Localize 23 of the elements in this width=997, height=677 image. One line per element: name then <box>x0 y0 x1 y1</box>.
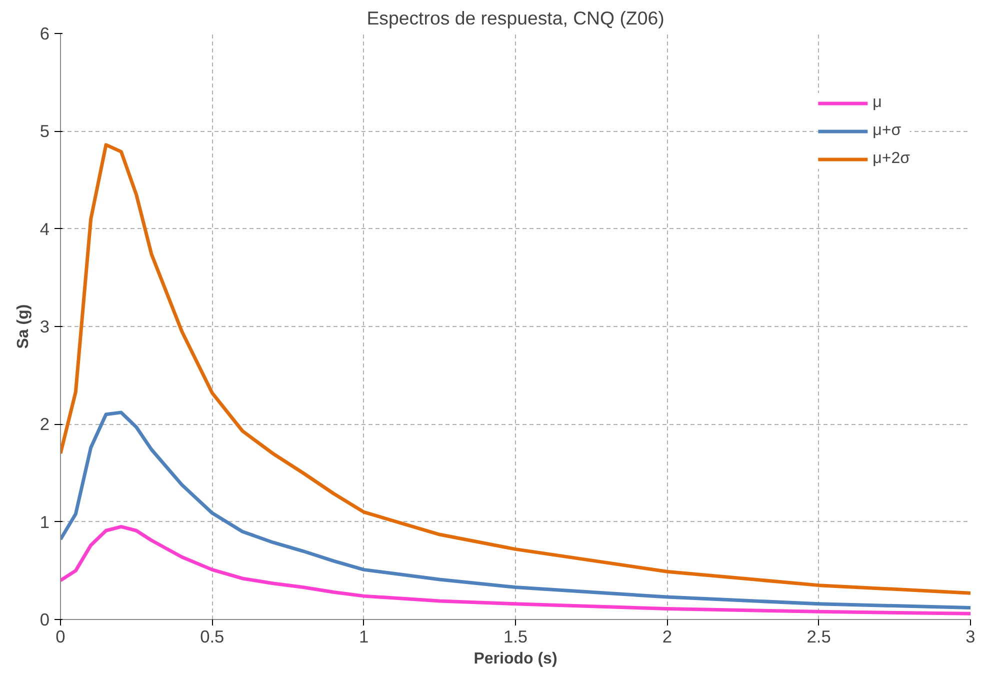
x-tick-label: 0 <box>56 626 66 646</box>
legend-label: μ+σ <box>872 122 902 140</box>
y-tick-label: 0 <box>40 610 50 630</box>
legend-label: μ+2σ <box>872 150 910 168</box>
chart-title: Espectros de respuesta, CNQ (Z06) <box>366 8 664 28</box>
y-tick-label: 2 <box>40 414 50 434</box>
y-axis-title: Sa (g) <box>14 304 32 349</box>
y-tick-label: 3 <box>40 316 50 336</box>
line-series <box>60 143 970 595</box>
y-tick-label: 6 <box>40 24 50 44</box>
x-tick-label: 3 <box>966 626 976 646</box>
x-tick-label: 2.5 <box>806 626 831 646</box>
x-tick-label: 2 <box>662 626 672 646</box>
x-tick-label: 1 <box>359 626 369 646</box>
legend-label: μ <box>872 94 883 112</box>
y-tick-label: 4 <box>40 218 50 239</box>
x-tick-label: 0.5 <box>200 626 224 646</box>
x-axis-title: Periodo (s) <box>474 650 558 668</box>
x-tick-label: 1.5 <box>503 626 528 646</box>
y-tick-label: 1 <box>40 512 50 532</box>
line-series <box>60 524 970 616</box>
y-tick-label: 5 <box>40 121 50 142</box>
line-series <box>60 410 970 610</box>
